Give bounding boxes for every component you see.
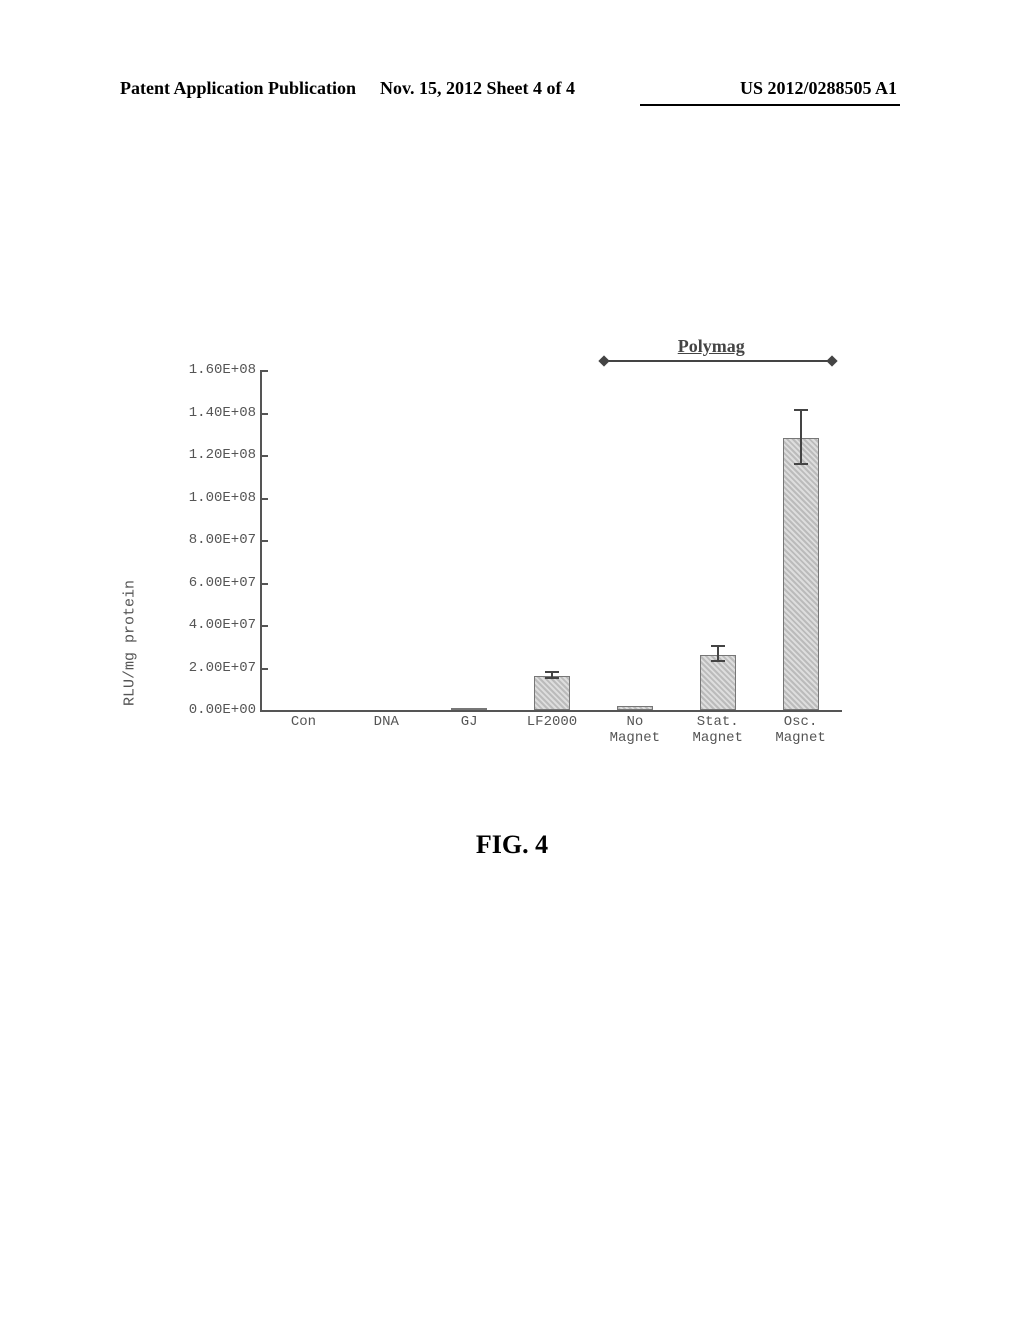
polymag-label: Polymag [678,336,745,357]
bar [783,438,819,710]
x-tick-label: No Magnet [595,714,675,746]
x-tick-label: LF2000 [512,714,592,730]
y-tick: 1.60E+08 [189,362,262,378]
y-tick: 4.00E+07 [189,617,262,633]
patent-header-left: Patent Application Publication [120,78,356,99]
bar [451,708,487,710]
plot-area: 0.00E+002.00E+074.00E+076.00E+078.00E+07… [260,370,842,712]
x-tick-label: Osc. Magnet [761,714,841,746]
y-axis-label: RLU/mg protein [122,580,139,706]
polymag-bracket [602,360,834,362]
bar [700,655,736,710]
x-tick-label: DNA [346,714,426,730]
y-tick: 2.00E+07 [189,660,262,676]
bar [617,706,653,710]
y-tick: 1.20E+08 [189,447,262,463]
header-rule [640,104,900,106]
y-tick: 0.00E+00 [189,702,262,718]
y-tick: 8.00E+07 [189,532,262,548]
bar [534,676,570,710]
patent-header-right: US 2012/0288505 A1 [740,78,897,99]
y-tick: 6.00E+07 [189,575,262,591]
x-tick-label: Con [263,714,343,730]
y-tick: 1.40E+08 [189,405,262,421]
bar-chart: RLU/mg protein 0.00E+002.00E+074.00E+076… [140,370,860,790]
y-tick: 1.00E+08 [189,490,262,506]
patent-header-mid: Nov. 15, 2012 Sheet 4 of 4 [380,78,575,99]
x-tick-label: Stat. Magnet [678,714,758,746]
figure-label: FIG. 4 [0,830,1024,860]
x-tick-label: GJ [429,714,509,730]
